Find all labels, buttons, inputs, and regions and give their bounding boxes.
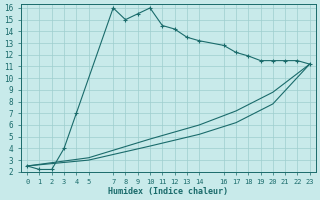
X-axis label: Humidex (Indice chaleur): Humidex (Indice chaleur) — [108, 187, 228, 196]
